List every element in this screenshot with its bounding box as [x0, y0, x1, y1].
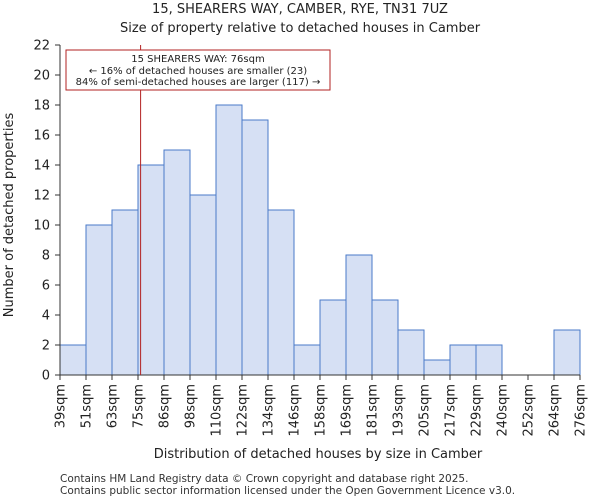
property-annotation: 15 SHEARERS WAY: 76sqm ← 16% of detached…: [65, 49, 331, 91]
bar-98sqm: [189, 194, 217, 376]
chart-subtitle: Size of property relative to detached ho…: [120, 21, 481, 36]
bar-86sqm: [163, 149, 191, 376]
x-tick-label-146sqm: 146sqm: [288, 384, 303, 437]
bar-146sqm: [293, 344, 321, 376]
y-axis-label: Number of detached properties: [2, 113, 17, 318]
x-tick-label-51sqm: 51sqm: [80, 384, 95, 428]
x-tick-label-98sqm: 98sqm: [184, 384, 199, 428]
bar-169sqm: [345, 254, 373, 376]
y-tick-label-8: 8: [42, 249, 50, 264]
bar-217sqm: [449, 344, 477, 376]
x-tick-label-205sqm: 205sqm: [418, 384, 433, 437]
y-tick-label-4: 4: [42, 309, 50, 324]
y-tick-label-0: 0: [42, 369, 50, 384]
x-ticks: 39sqm 51sqm 63sqm 75sqm 86sqm 98sqm 110sqm 122s…: [54, 375, 589, 437]
bar-264sqm: [553, 329, 581, 376]
x-tick-label-181sqm: 181sqm: [366, 384, 381, 437]
y-tick-label-2: 2: [42, 339, 50, 354]
x-tick-label-110sqm: 110sqm: [210, 384, 225, 437]
x-tick-label-86sqm: 86sqm: [158, 384, 173, 428]
x-tick-label-264sqm: 264sqm: [548, 384, 563, 437]
y-tick-label-12: 12: [33, 189, 50, 204]
bar-181sqm: [371, 299, 399, 376]
x-tick-label-193sqm: 193sqm: [392, 384, 407, 437]
bar-158sqm: [319, 299, 347, 376]
x-tick-label-252sqm: 252sqm: [522, 384, 537, 437]
bar-75sqm: [137, 164, 165, 376]
bar-193sqm: [397, 329, 425, 376]
bars-group: [59, 104, 581, 376]
y-tick-label-18: 18: [33, 99, 50, 114]
x-tick-label-39sqm: 39sqm: [54, 384, 69, 428]
x-tick-label-122sqm: 122sqm: [236, 384, 251, 437]
x-tick-label-63sqm: 63sqm: [106, 384, 121, 428]
chart-title: 15, SHEARERS WAY, CAMBER, RYE, TN31 7UZ: [152, 2, 448, 17]
footer-line-1: Contains HM Land Registry data © Crown c…: [60, 473, 468, 485]
bar-110sqm: [215, 104, 243, 376]
y-tick-label-6: 6: [42, 279, 50, 294]
x-tick-label-169sqm: 169sqm: [340, 384, 355, 437]
annotation-box: [65, 49, 331, 91]
bar-134sqm: [267, 209, 295, 376]
x-tick-label-134sqm: 134sqm: [262, 384, 277, 437]
x-tick-label-229sqm: 229sqm: [470, 384, 485, 437]
x-axis-label: Distribution of detached houses by size …: [154, 447, 483, 462]
bar-229sqm: [475, 344, 503, 376]
x-tick-label-217sqm: 217sqm: [444, 384, 459, 437]
y-tick-label-10: 10: [33, 219, 50, 234]
bar-205sqm: [423, 359, 451, 376]
annotation-line-3: 84% of semi-detached houses are larger (…: [76, 77, 321, 88]
annotation-line-1: 15 SHEARERS WAY: 76sqm: [131, 54, 264, 65]
x-tick-label-276sqm: 276sqm: [574, 384, 589, 437]
x-tick-label-240sqm: 240sqm: [496, 384, 511, 437]
footer-line-2: Contains public sector information licen…: [60, 485, 515, 497]
x-tick-label-75sqm: 75sqm: [132, 384, 147, 428]
bar-122sqm: [241, 119, 269, 376]
y-ticks: 0 2 4 6 8 10 12 14 16 18 20 22: [33, 39, 60, 384]
x-tick-label-158sqm: 158sqm: [314, 384, 329, 437]
y-tick-label-22: 22: [33, 39, 50, 54]
bar-39sqm: [59, 344, 87, 376]
y-tick-label-16: 16: [33, 129, 50, 144]
bar-51sqm: [85, 224, 113, 376]
y-tick-label-20: 20: [33, 69, 50, 84]
annotation-line-2: ← 16% of detached houses are smaller (23…: [89, 66, 307, 77]
bar-63sqm: [111, 209, 139, 376]
y-tick-label-14: 14: [33, 159, 50, 174]
